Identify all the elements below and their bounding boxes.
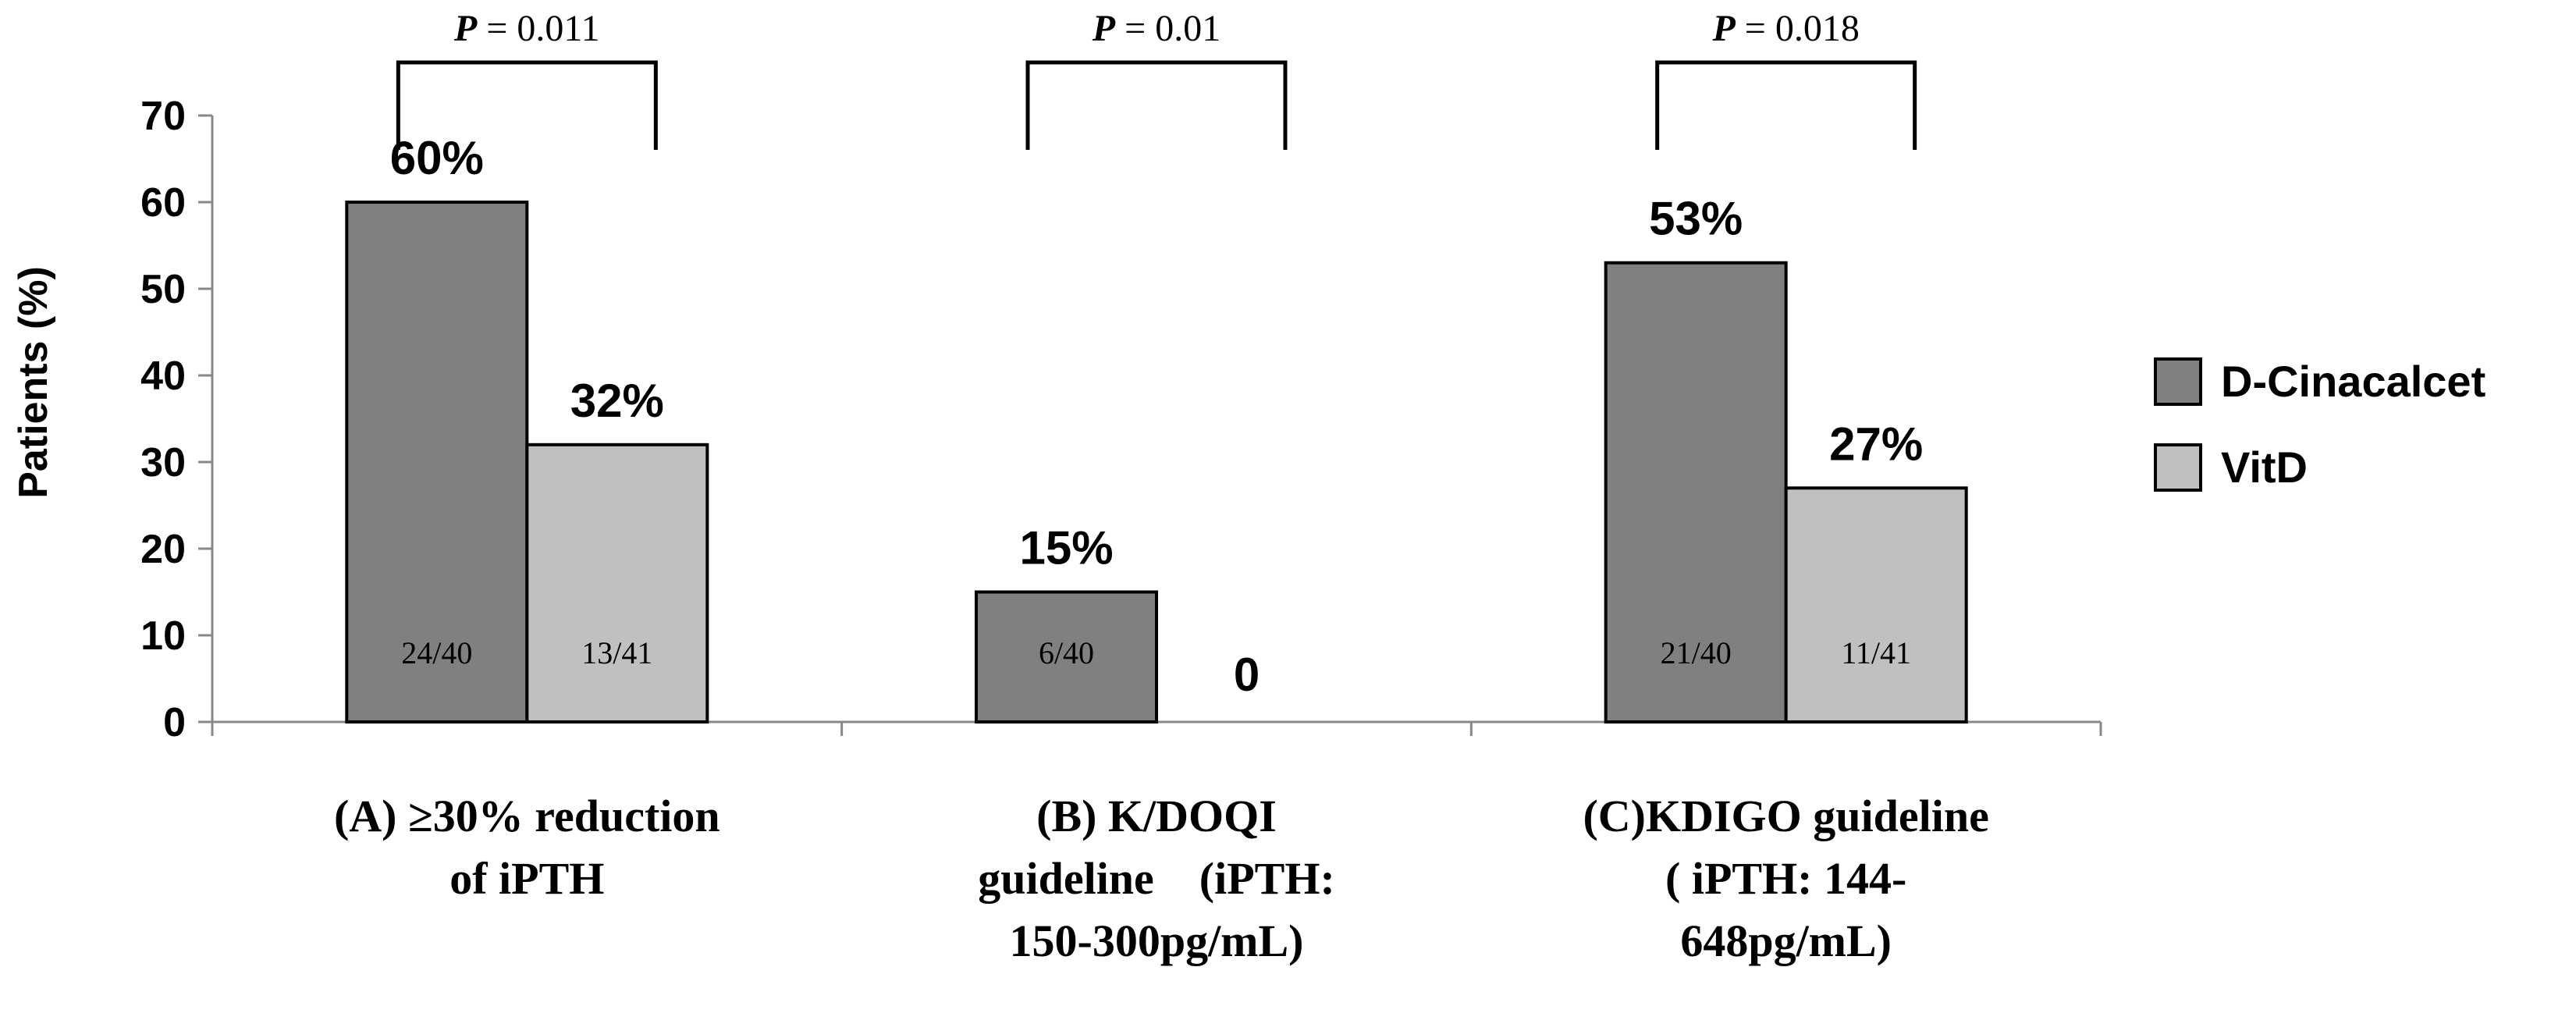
data-label: 60%	[390, 132, 484, 184]
p-value-label: P = 0.011	[453, 8, 600, 49]
bar-vitd	[1784, 486, 1968, 723]
x-category-label-line: (B) K/DOQI	[1036, 791, 1277, 841]
p-value-label: P = 0.01	[1092, 8, 1220, 49]
x-category-label-line: 648pg/mL)	[1680, 915, 1892, 966]
y-tick-label: 70	[140, 94, 186, 139]
bar-d-cinacalcet	[1604, 261, 1788, 723]
data-label: 27%	[1829, 418, 1923, 470]
x-category-label-line: 150-300pg/mL)	[1010, 915, 1304, 966]
legend-label: D-Cinacalcet	[2221, 357, 2485, 406]
fraction-label: 6/40	[1039, 635, 1094, 670]
y-tick-label: 10	[140, 613, 186, 659]
bars	[345, 201, 1968, 723]
labels: 60% 24/40 32% 13/41 (A) ≥30% reduction of iPT…	[334, 132, 1989, 966]
significance-bracket	[1655, 60, 1917, 150]
data-label: 15%	[1019, 522, 1113, 574]
fraction-label: 11/41	[1841, 635, 1911, 670]
x-category-label: (A) ≥30% reduction of iPTH	[334, 791, 720, 904]
x-category-label-line: ( iPTH: 144-	[1665, 853, 1906, 904]
y-tick-label: 0	[163, 700, 186, 745]
significance-brackets: P = 0.011 P = 0.01 P = 0.018	[396, 8, 1917, 150]
x-category-label-line: of iPTH	[449, 853, 604, 904]
p-value-text: = 0.011	[477, 8, 599, 49]
x-category-label-line: (A) ≥30% reduction	[334, 791, 720, 841]
legend-label: VitD	[2221, 443, 2308, 492]
fraction-label: 13/41	[581, 635, 652, 670]
significance-bracket	[1025, 60, 1288, 150]
fraction-label: 21/40	[1661, 635, 1732, 670]
y-tick-label: 20	[140, 527, 186, 572]
y-tick-label: 50	[140, 267, 186, 312]
legend: D-Cinacalcet VitD	[2154, 357, 2485, 492]
data-label: 0	[1234, 649, 1260, 701]
p-value-text: = 0.018	[1736, 8, 1860, 49]
bar-d-cinacalcet	[975, 590, 1158, 723]
bar-d-cinacalcet	[345, 201, 529, 723]
significance-bracket	[396, 60, 658, 150]
data-label: 53%	[1649, 193, 1743, 245]
legend-swatch	[2154, 443, 2202, 492]
p-value-text: = 0.01	[1115, 8, 1220, 49]
data-label: 32%	[570, 375, 664, 427]
x-category-label: (B) K/DOQI guideline (iPTH: 150-300pg/mL)	[978, 791, 1335, 966]
y-tick-label: 30	[140, 440, 186, 485]
p-value-symbol: P	[1092, 8, 1116, 49]
x-category-label: (C)KDIGO guideline ( iPTH: 144- 648pg/mL)	[1583, 791, 1988, 966]
legend-swatch	[2154, 357, 2202, 406]
x-category-label-line: guideline (iPTH:	[978, 853, 1335, 904]
fraction-label: 24/40	[401, 635, 472, 670]
y-tick-label: 40	[140, 354, 186, 399]
bar-vitd	[525, 443, 709, 723]
p-value-label: P = 0.018	[1711, 8, 1859, 49]
x-category-label-line: (C)KDIGO guideline	[1583, 791, 1988, 841]
p-value-symbol: P	[453, 8, 478, 49]
y-axis-title: Patients (%)	[11, 266, 56, 499]
y-tick-label: 60	[140, 180, 186, 226]
p-value-symbol: P	[1711, 8, 1736, 49]
